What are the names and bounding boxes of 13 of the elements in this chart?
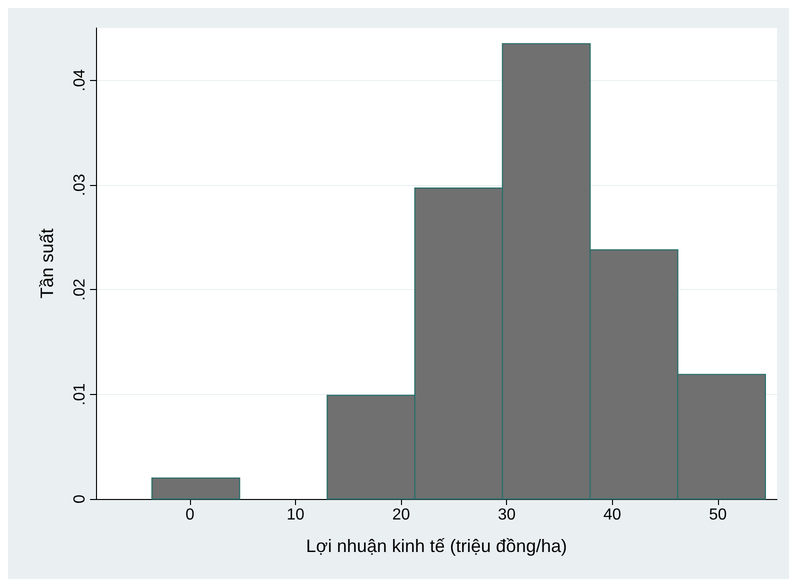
- y-tick-label: 0: [72, 494, 88, 504]
- x-tick-label: 10: [286, 506, 305, 524]
- y-axis-title: Tần suất: [37, 228, 57, 299]
- x-tick-label: 50: [708, 506, 727, 524]
- x-tick-label: 40: [603, 506, 622, 524]
- x-tick-label: 0: [186, 506, 195, 524]
- x-tick-label: 20: [392, 506, 410, 524]
- y-tick-label: .01: [72, 383, 88, 406]
- x-tick-label: 30: [498, 506, 516, 524]
- y-tick-label: .02: [72, 278, 88, 301]
- y-tick-label: .04: [72, 69, 88, 92]
- y-tick-label: .03: [72, 174, 88, 196]
- x-axis-title: Lợi nhuận kinh tế (triệu đồng/ha): [306, 536, 567, 556]
